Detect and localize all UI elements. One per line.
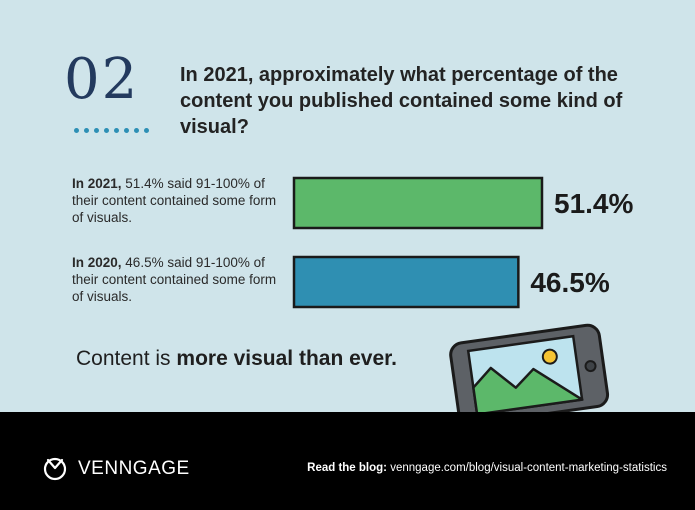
read-blog-url[interactable]: venngage.com/blog/visual-content-marketi…: [390, 462, 667, 474]
phone-landscape-icon: [449, 323, 610, 426]
read-blog-link[interactable]: Read the blog: venngage.com/blog/visual-…: [307, 462, 667, 474]
read-blog-label: Read the blog:: [307, 462, 388, 474]
bar-2021: [292, 176, 544, 230]
footer: VENNGAGE Read the blog: venngage.com/blo…: [0, 412, 695, 510]
infographic-body: 02 In 2021, approximately what percentag…: [64, 47, 634, 426]
bar-2021-value-label: 51.4%: [554, 188, 633, 219]
stat-2021-text: 51.4% said 91-100% of their content cont…: [72, 176, 277, 225]
stat-2021: In 2021, 51.4% said 91-100% of their con…: [72, 176, 287, 227]
bar-2020: [292, 255, 520, 309]
stat-2020: In 2020, 46.5% said 91-100% of their con…: [72, 255, 287, 306]
bar-chart: 51.4% 46.5%: [292, 176, 633, 309]
question-text: In 2021, approximately what percentage o…: [180, 64, 623, 138]
stat-2020-text: 46.5% said 91-100% of their content cont…: [72, 255, 277, 304]
dotted-divider: [74, 128, 152, 134]
tagline-plain: Content is: [76, 347, 171, 370]
brand-logo-text: VENNGAGE: [78, 458, 190, 479]
tagline: Content is more visual than ever.: [76, 347, 397, 371]
question-number: 02: [64, 47, 140, 112]
stat-2021-year: In 2021,: [72, 176, 122, 191]
clock-logo-icon: [43, 457, 67, 481]
tagline-bold: more visual than ever.: [176, 347, 398, 370]
stat-2020-year: In 2020,: [72, 255, 122, 270]
bar-2020-value-label: 46.5%: [530, 267, 609, 298]
